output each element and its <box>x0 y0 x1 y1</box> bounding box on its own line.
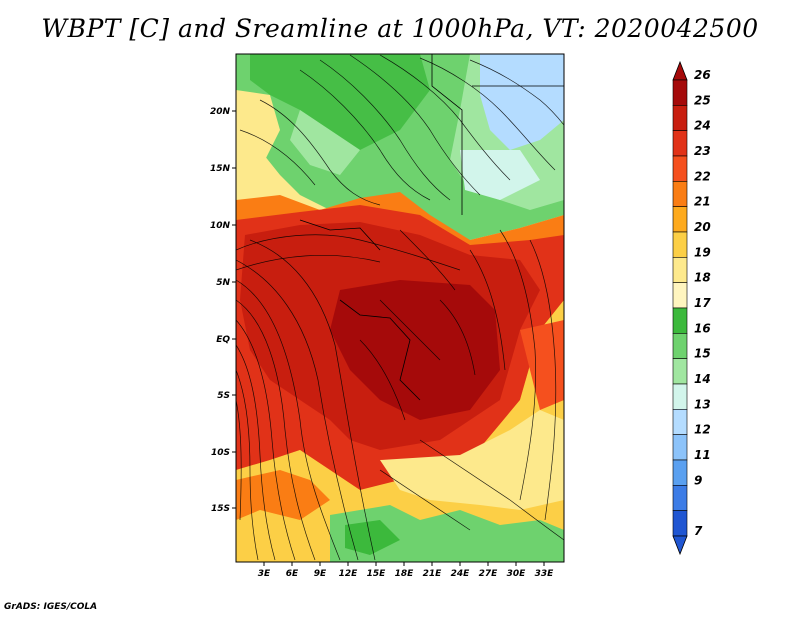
grads-credit: GrADS: IGES/COLA <box>4 602 98 612</box>
colorbar-swatch <box>672 155 688 182</box>
colorbar-label: 16 <box>694 321 711 335</box>
colorbar-swatch <box>672 181 688 207</box>
lat-label: 10N <box>210 221 231 231</box>
lat-label: 20N <box>210 107 231 117</box>
lon-label: 3E <box>258 569 271 579</box>
lon-label: 6E <box>286 569 299 579</box>
colorbar-top-arrow <box>672 60 688 81</box>
colorbar-label: 17 <box>694 296 711 310</box>
colorbar-bottom-arrow <box>672 535 688 556</box>
colorbar-swatch <box>672 510 688 537</box>
lon-label: 12E <box>339 569 359 579</box>
colorbar-swatch <box>672 79 688 106</box>
lat-label: 5N <box>216 278 230 288</box>
colorbar-swatch <box>672 130 688 157</box>
colorbar-swatch <box>672 105 688 131</box>
colorbar-swatch <box>672 383 688 410</box>
lat-label: 5S <box>217 391 230 401</box>
colorbar-label: 20 <box>694 220 711 234</box>
colorbar-label: 9 <box>694 473 702 487</box>
lon-label: 27E <box>479 569 499 579</box>
colorbar-label: 12 <box>694 423 711 437</box>
colorbar-label: 19 <box>694 245 711 259</box>
map-frame <box>235 53 565 563</box>
colorbar-label: 23 <box>694 144 711 158</box>
lon-label: 15E <box>367 569 387 579</box>
colorbar-swatch <box>672 485 688 511</box>
colorbar-swatch <box>672 231 688 258</box>
lat-label: EQ <box>216 335 230 345</box>
colorbar-label: 24 <box>694 119 711 133</box>
lat-label: 15S <box>211 504 230 514</box>
colorbar-swatch <box>672 257 688 283</box>
lon-label: 30E <box>507 569 527 579</box>
lat-label: 15N <box>210 164 231 174</box>
wbpt-field <box>236 54 564 562</box>
colorbar-swatch <box>672 333 688 359</box>
lon-axis: 3E 6E 9E 12E 15E 18E 21E 24E 27E 30E 33E <box>258 569 554 579</box>
colorbar-label: 18 <box>694 271 711 285</box>
lon-label: 24E <box>451 569 471 579</box>
colorbar-label: 7 <box>694 524 703 538</box>
lon-label: 9E <box>314 569 327 579</box>
colorbar-swatch <box>672 409 688 435</box>
lat-label: 10S <box>211 448 230 458</box>
colorbar-label: 11 <box>694 448 711 462</box>
colorbar-swatch <box>672 307 688 334</box>
colorbar-swatch <box>672 459 688 486</box>
lat-axis: 20N 15N 10N 5N EQ 5S 10S 15S <box>210 107 231 514</box>
lon-label: 33E <box>535 569 555 579</box>
colorbar-label: 13 <box>694 397 711 411</box>
chart-title: WBPT [C] and Sreamline at 1000hPa, VT: 2… <box>41 14 759 43</box>
colorbar-swatch <box>672 358 688 385</box>
colorbar-swatch <box>672 206 688 233</box>
colorbar-label: 26 <box>694 68 711 82</box>
lon-label: 18E <box>395 569 415 579</box>
colorbar-label: 15 <box>694 347 711 361</box>
lon-label: 21E <box>423 569 443 579</box>
colorbar-label: 25 <box>694 93 711 107</box>
colorbar-swatch <box>672 282 688 309</box>
colorbar-label: 22 <box>694 169 711 183</box>
colorbar-swatch <box>672 434 688 461</box>
colorbar: 26 25 24 23 22 21 20 19 18 17 16 15 14 13 12 11 9 7 <box>672 60 711 556</box>
colorbar-label: 21 <box>694 195 711 209</box>
colorbar-label: 14 <box>694 372 711 386</box>
